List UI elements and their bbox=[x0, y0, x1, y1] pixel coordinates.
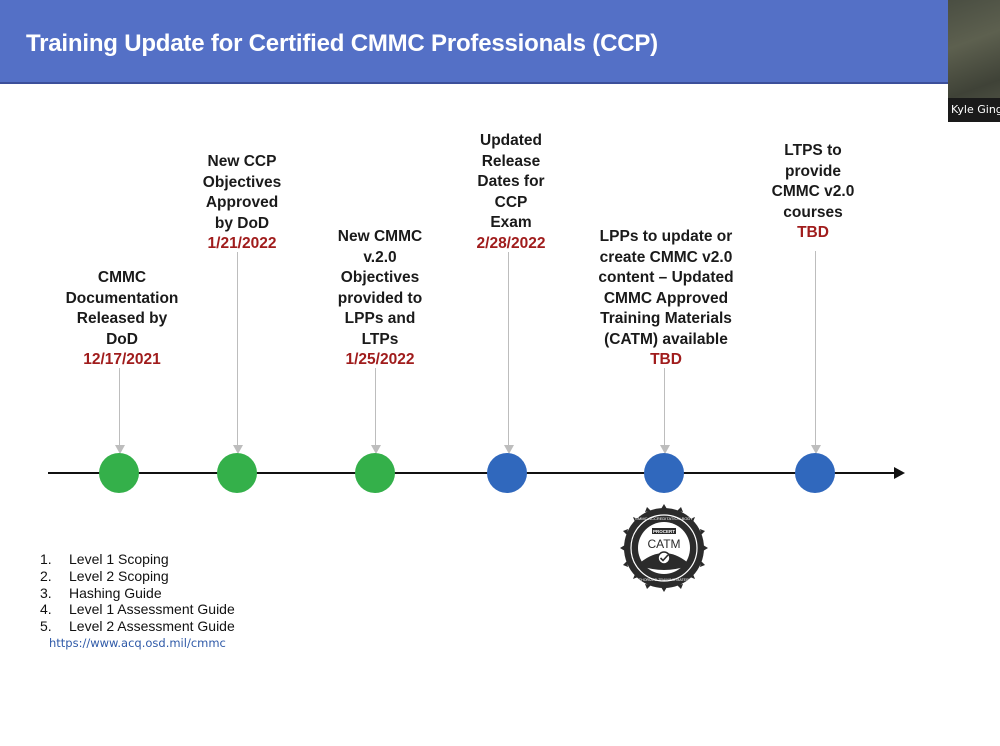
connector-line bbox=[508, 252, 509, 446]
milestone-line: CMMC Approved bbox=[603, 289, 729, 307]
milestone-ccp-objectives: New CCP Objectives Approved by DoD 1/21/… bbox=[203, 152, 281, 255]
milestone-line: Training Materials bbox=[600, 310, 732, 327]
milestone-dot-complete bbox=[99, 453, 139, 493]
timeline-arrow-icon bbox=[894, 467, 905, 479]
milestone-date: TBD bbox=[650, 351, 682, 368]
svg-text:PROCERT: PROCERT bbox=[653, 529, 675, 534]
milestone-line: Release bbox=[481, 152, 541, 170]
milestone-line: (CATM) available bbox=[604, 330, 728, 348]
list-item: 3. Hashing Guide bbox=[40, 585, 235, 602]
milestone-catm-available: LPPs to update or create CMMC v2.0 conte… bbox=[598, 227, 733, 371]
milestone-date: 2/28/2022 bbox=[476, 234, 546, 252]
list-item: 5. Level 2 Assessment Guide bbox=[40, 618, 235, 635]
connector-arrow-icon bbox=[370, 445, 381, 454]
milestone-line: LPPs to update or bbox=[599, 228, 733, 245]
milestone-line: LPPs and bbox=[344, 310, 416, 327]
svg-text:CMMC ACCREDITATION BODY: CMMC ACCREDITATION BODY bbox=[635, 516, 693, 521]
list-label: Level 2 Assessment Guide bbox=[69, 618, 235, 635]
catm-badge-icon: PROCERT CATM CMMC ACCREDITATION BODY AUT… bbox=[620, 504, 708, 592]
list-item: 2. Level 2 Scoping bbox=[40, 568, 235, 585]
list-number: 2. bbox=[40, 567, 52, 584]
milestone-date: TBD bbox=[797, 224, 829, 241]
milestone-line: Exam bbox=[490, 214, 532, 231]
milestone-line: DoD bbox=[106, 330, 138, 348]
milestone-line: LTPs bbox=[361, 330, 399, 348]
milestone-cmmc-documentation: CMMC Documentation Released by DoD 12/17… bbox=[66, 268, 179, 371]
list-label: Level 1 Assessment Guide bbox=[69, 601, 235, 618]
milestone-line: Objectives bbox=[202, 173, 282, 191]
milestone-line: provide bbox=[785, 162, 841, 180]
milestone-dot-pending bbox=[487, 453, 527, 493]
milestone-line: content – Updated bbox=[598, 269, 734, 286]
participant-video-tile[interactable]: Kyle Ging bbox=[948, 0, 1000, 122]
milestone-line: Released by bbox=[76, 310, 168, 327]
milestone-line: LTPS to bbox=[784, 142, 842, 159]
milestone-line: by DoD bbox=[214, 214, 270, 232]
list-label: Level 1 Scoping bbox=[69, 551, 169, 567]
milestone-dot-complete bbox=[355, 453, 395, 493]
documents-list: 1. Level 1 Scoping 2. Level 2 Scoping 3. Ha… bbox=[40, 551, 235, 635]
svg-text:AUTHORIZED TRAINING MATERIAL: AUTHORIZED TRAINING MATERIAL bbox=[634, 578, 694, 582]
list-number: 5. bbox=[40, 618, 52, 635]
connector-line bbox=[237, 252, 238, 446]
list-number: 1. bbox=[40, 551, 52, 567]
milestone-line: New CMMC bbox=[337, 228, 423, 245]
milestone-date: 1/21/2022 bbox=[207, 235, 277, 252]
svg-text:CATM: CATM bbox=[647, 537, 680, 551]
milestone-dot-complete bbox=[217, 453, 257, 493]
connector-line bbox=[664, 368, 665, 446]
list-item: 1. Level 1 Scoping bbox=[40, 551, 235, 568]
connector-arrow-icon bbox=[810, 445, 821, 454]
milestone-line: Dates for bbox=[477, 173, 545, 190]
connector-arrow-icon bbox=[659, 445, 670, 454]
milestone-ccp-exam-dates: Updated Release Dates for CCP Exam 2/28/… bbox=[477, 131, 546, 254]
milestone-line: CCP bbox=[494, 193, 528, 211]
milestone-ltps-courses: LTPS to provide CMMC v2.0 courses TBD bbox=[772, 141, 855, 244]
connector-line bbox=[815, 251, 816, 446]
list-number: 3. bbox=[40, 584, 52, 601]
milestone-line: courses bbox=[783, 203, 843, 221]
connector-line bbox=[119, 368, 120, 446]
milestone-date: 12/17/2021 bbox=[83, 351, 161, 368]
milestone-line: CMMC v2.0 bbox=[771, 183, 855, 200]
milestone-date: 1/25/2022 bbox=[345, 351, 415, 368]
connector-line bbox=[375, 368, 376, 446]
connector-arrow-icon bbox=[503, 445, 514, 454]
list-number: 4. bbox=[40, 601, 52, 618]
timeline-axis bbox=[48, 472, 896, 474]
connector-arrow-icon bbox=[114, 445, 125, 454]
slide-title: Training Update for Certified CMMC Profe… bbox=[26, 30, 658, 57]
milestone-line: Approved bbox=[205, 194, 279, 211]
participant-name: Kyle Ging bbox=[948, 98, 1000, 122]
milestone-line: v.2.0 bbox=[363, 248, 397, 266]
milestone-line: Updated bbox=[480, 132, 542, 149]
milestone-cmmc-v2-objectives: New CMMC v.2.0 Objectives provided to LP… bbox=[338, 227, 422, 371]
list-label: Hashing Guide bbox=[69, 584, 162, 601]
connector-arrow-icon bbox=[232, 445, 243, 454]
list-item: 4. Level 1 Assessment Guide bbox=[40, 601, 235, 618]
list-label: Level 2 Scoping bbox=[69, 567, 169, 584]
milestone-line: CMMC bbox=[97, 269, 147, 286]
milestone-line: create CMMC v2.0 bbox=[599, 248, 733, 266]
milestone-line: New CCP bbox=[207, 153, 277, 170]
milestone-dot-pending bbox=[644, 453, 684, 493]
milestone-dot-pending bbox=[795, 453, 835, 493]
milestone-line: Documentation bbox=[65, 289, 179, 307]
slide-header: Training Update for Certified CMMC Profe… bbox=[0, 0, 948, 84]
cmmc-url-link[interactable]: https://www.acq.osd.mil/cmmc bbox=[49, 636, 226, 650]
milestone-line: provided to bbox=[337, 289, 423, 307]
milestone-line: Objectives bbox=[340, 269, 420, 286]
